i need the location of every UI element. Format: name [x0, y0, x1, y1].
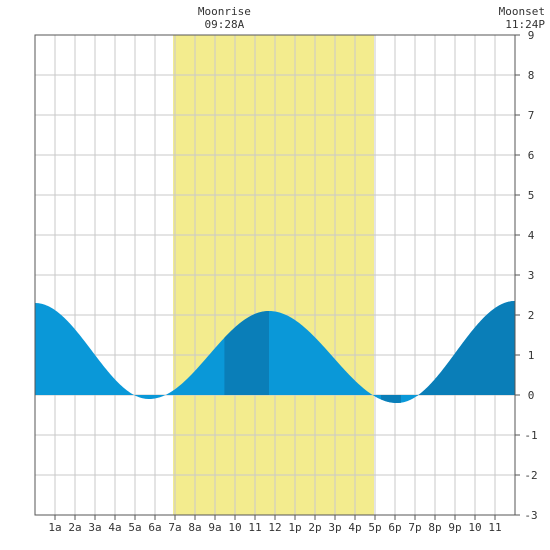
x-tick-label: 10	[228, 521, 241, 534]
x-tick-label: 6a	[148, 521, 161, 534]
y-tick-label: 1	[528, 349, 535, 362]
y-tick-label: 6	[528, 149, 535, 162]
x-tick-label: 5p	[368, 521, 381, 534]
tide-area-moon-rising	[224, 311, 269, 395]
x-tick-label: 2p	[308, 521, 321, 534]
y-tick-label: 4	[528, 229, 535, 242]
moonset-time: 11:24P	[505, 18, 545, 31]
y-tick-label: 3	[528, 269, 535, 282]
x-tick-label: 11	[488, 521, 501, 534]
y-tick-label: -1	[524, 429, 537, 442]
x-tick-label: 4p	[348, 521, 361, 534]
x-tick-label: 1a	[48, 521, 61, 534]
y-tick-label: -3	[524, 509, 537, 522]
y-tick-label: 0	[528, 389, 535, 402]
tide-area-layer	[35, 301, 515, 403]
tide-area	[35, 301, 515, 403]
x-tick-label: 1p	[288, 521, 301, 534]
y-tick-label: 8	[528, 69, 535, 82]
tide-area-night	[417, 301, 515, 396]
x-tick-label: 12	[268, 521, 281, 534]
x-tick-label: 2a	[68, 521, 81, 534]
label-layer: 1a 2a 3a 4a 5a 6a 7a 8a 9a 10 11 12 1p 2p 3p 4p 5p 6p 7p 8p…	[48, 5, 545, 534]
axis-layer	[34, 34, 520, 520]
y-tick-label: 7	[528, 109, 535, 122]
moonrise-time: 09:28A	[205, 18, 245, 31]
x-tick-label: 8p	[428, 521, 441, 534]
x-tick-label: 7p	[408, 521, 421, 534]
x-tick-label: 11	[248, 521, 261, 534]
x-tick-label: 9p	[448, 521, 461, 534]
x-tick-label: 8a	[188, 521, 201, 534]
x-tick-label: 6p	[388, 521, 401, 534]
x-tick-label: 4a	[108, 521, 121, 534]
x-tick-label: 10	[468, 521, 481, 534]
y-tick-label: 9	[528, 29, 535, 42]
moonrise-title: Moonrise	[198, 5, 251, 18]
x-tick-label: 5a	[128, 521, 141, 534]
moonset-title: Moonset	[499, 5, 545, 18]
x-tick-label: 3p	[328, 521, 341, 534]
x-tick-label: 3a	[88, 521, 101, 534]
x-tick-label: 7a	[168, 521, 181, 534]
grid-layer	[35, 35, 515, 515]
y-tick-label: 5	[528, 189, 535, 202]
y-tick-label: 2	[528, 309, 535, 322]
tide-area-low-moon	[381, 395, 401, 403]
y-tick-label: -2	[524, 469, 537, 482]
x-tick-label: 9a	[208, 521, 221, 534]
